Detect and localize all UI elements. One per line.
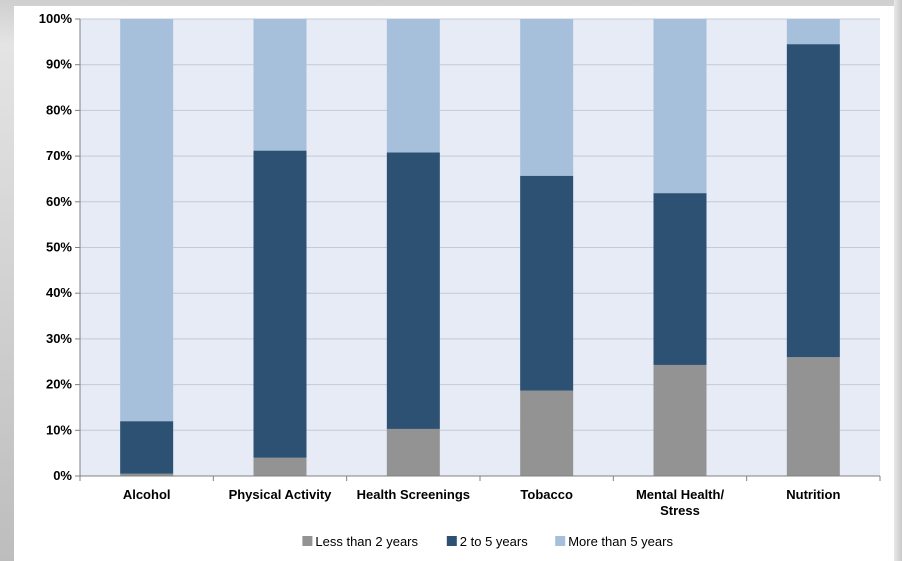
- bar-segment: [520, 390, 574, 476]
- gridlines: [80, 18, 880, 431]
- legend-label: 2 to 5 years: [460, 534, 528, 549]
- bar-segment: [786, 44, 840, 358]
- bar-segment: [253, 150, 307, 458]
- window-edge: [894, 0, 902, 561]
- y-tick-label: 40%: [46, 285, 72, 300]
- x-category-label-line: Tobacco: [520, 487, 573, 502]
- x-category-label-line: Nutrition: [786, 487, 840, 502]
- legend-swatch: [446, 536, 457, 546]
- y-tick-label: 0%: [53, 468, 72, 483]
- x-category-label: Nutrition: [786, 487, 840, 502]
- bar-segment: [386, 19, 440, 153]
- legend: Less than 2 years 2 to 5 years More than 5…: [302, 534, 673, 549]
- y-tick-label: 20%: [46, 377, 72, 392]
- y-tick-label: 70%: [46, 148, 72, 163]
- bar-segment: [653, 19, 707, 194]
- bar-segment: [653, 364, 707, 476]
- y-tick-label: 10%: [46, 422, 72, 437]
- x-category-label: Health Screenings: [357, 487, 470, 502]
- bar-segment: [120, 421, 174, 474]
- y-axis-ticks: 0% 10% 20% 30% 40% 50% 60% 70% 80% 90% 100%: [39, 11, 80, 483]
- legend-label: More than 5 years: [568, 534, 673, 549]
- bar-segment: [786, 357, 840, 476]
- x-category-label: Alcohol: [123, 487, 171, 502]
- bar-segment: [386, 428, 440, 476]
- bar-segment: [386, 152, 440, 429]
- y-tick-label: 30%: [46, 331, 72, 346]
- y-tick-label: 60%: [46, 194, 72, 209]
- y-tick-label: 80%: [46, 102, 72, 117]
- bar-segment: [653, 193, 707, 365]
- y-tick-label: 100%: [39, 11, 73, 26]
- bar-segment: [120, 19, 174, 422]
- bar-segment: [253, 457, 307, 476]
- bar-segment: [520, 175, 574, 391]
- bars: [120, 19, 840, 476]
- x-category-label-line: Alcohol: [123, 487, 171, 502]
- legend-swatch: [555, 536, 566, 546]
- bar-segment: [520, 19, 574, 176]
- x-category-label-line: Health Screenings: [357, 487, 470, 502]
- bar-segment: [786, 19, 840, 45]
- y-tick-label: 90%: [46, 57, 72, 72]
- x-category-label-line: Stress: [660, 503, 700, 518]
- x-axis-labels: Alcohol Physical Activity Health Screening…: [123, 487, 841, 518]
- x-category-label: Tobacco: [520, 487, 573, 502]
- x-category-label-line: Mental Health/: [636, 487, 725, 502]
- bar-segment: [120, 473, 174, 476]
- x-category-label-line: Physical Activity: [229, 487, 333, 502]
- bar-segment: [253, 19, 307, 151]
- legend-label: Less than 2 years: [315, 534, 418, 549]
- x-category-label: Physical Activity: [229, 487, 333, 502]
- y-tick-label: 50%: [46, 240, 72, 255]
- x-category-label: Mental Health/Stress: [636, 487, 725, 518]
- legend-swatch: [302, 536, 313, 546]
